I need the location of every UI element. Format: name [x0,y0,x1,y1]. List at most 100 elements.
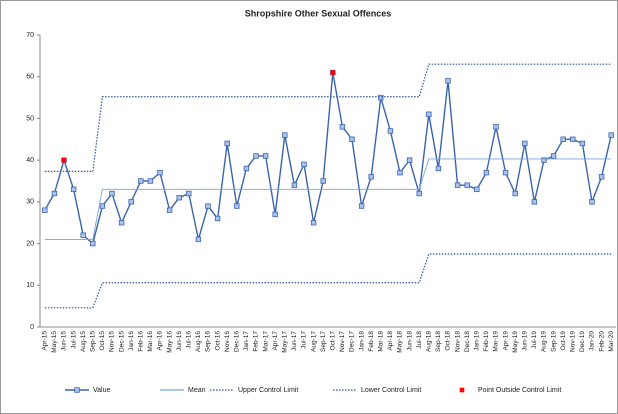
point [70,186,77,193]
x-tick-label: Jul-16 [186,331,193,349]
x-tick-label: Sep-18 [435,331,442,352]
x-tick-label: Aug-15 [80,331,87,352]
y-tick-label: 10 [26,282,34,289]
legend-label: Mean [188,387,206,394]
point [550,153,557,159]
point [320,178,326,184]
point [42,207,48,213]
x-tick-label: Jan-19 [474,331,481,351]
point [435,165,442,172]
x-tick-label: Feb-16 [138,331,145,352]
x-tick-label: Sep-19 [550,331,557,352]
point [243,165,250,172]
x-tick-label: Mar-19 [493,331,500,352]
x-tick-label: Nov-18 [454,331,461,352]
x-tick-label: May-19 [512,331,519,353]
x-tick-label: May-16 [166,331,173,353]
legend-marker [74,387,80,393]
x-tick-label: Apr-17 [272,331,279,351]
legend-label: Point Outside Control Limit [478,387,561,394]
point [147,178,154,184]
point [579,140,586,147]
x-tick-label: Apr-16 [157,331,164,351]
x-tick-label: May-18 [397,331,404,353]
point [99,203,106,209]
point [80,232,86,238]
point [560,136,566,142]
y-tick-label: 40 [26,157,34,164]
y-tick-label: 20 [26,240,34,247]
point [608,132,614,138]
x-tick-label: Feb-18 [368,331,375,352]
x-tick-label: Sep-17 [320,331,327,352]
x-tick-label: Mar-17 [262,331,269,352]
point [310,220,317,226]
x-tick-label: Jul-18 [416,331,423,349]
point [282,132,288,138]
x-tick-label: May-17 [282,331,289,353]
y-tick-label: 60 [26,74,34,81]
point [541,157,547,163]
point [426,111,432,117]
x-tick-label: Dec-15 [118,331,125,352]
x-tick-label: Oct-15 [99,331,106,351]
x-tick-label: Mar-20 [608,331,615,352]
point [330,70,336,75]
legend-label: Value [93,387,110,394]
point [301,161,307,168]
x-tick-label: Jun-19 [522,331,529,351]
x-tick-label: Nov-19 [570,331,577,352]
point [598,174,605,180]
point [512,190,518,197]
point [166,207,173,213]
x-tick-label: Jul-15 [70,331,77,349]
point [483,169,490,176]
point [291,182,298,188]
x-tick-label: Mar-16 [147,331,154,352]
point [454,182,461,188]
point [339,124,346,130]
x-tick-label: Jun-15 [61,331,68,351]
x-tick-label: Aug-16 [195,331,202,352]
chart-title: Shropshire Other Sexual Offences [245,8,392,18]
point [368,174,374,180]
point [61,157,67,163]
x-tick-label: Feb-19 [483,331,490,352]
point [445,78,451,84]
legend-label: Upper Control Limit [238,387,298,394]
x-tick-label: Jun-16 [176,331,183,351]
x-tick-label: Apr-15 [42,331,49,351]
point [397,169,403,176]
x-tick-label: Oct-16 [214,331,221,351]
point [176,194,182,201]
point [358,203,365,209]
x-tick-label: Nov-16 [224,331,231,352]
x-tick-label: Aug-17 [310,331,317,352]
x-tick-label: Jan-20 [589,331,596,351]
x-tick-label: Feb-17 [253,331,260,352]
point [138,178,144,184]
point [474,186,480,193]
point [128,199,134,205]
point [570,136,576,142]
x-tick-label: Dec-18 [464,331,471,352]
point [109,190,115,197]
x-tick-label: Aug-19 [541,331,548,352]
y-tick-label: 70 [26,32,34,39]
legend-marker [459,387,465,393]
point [272,211,278,218]
point [502,169,509,176]
x-tick-label: Jun-17 [291,331,298,351]
point [118,220,125,226]
point [522,140,528,147]
y-tick-label: 50 [26,115,34,122]
point [493,124,499,130]
point [186,190,192,197]
x-tick-label: Apr-18 [387,331,394,351]
x-tick-label: Aug-18 [426,331,433,352]
point [253,153,259,159]
x-tick-label: Jul-17 [301,331,308,349]
y-tick-label: 0 [30,324,34,331]
point [51,190,58,197]
x-tick-label: Jan-17 [243,331,250,351]
